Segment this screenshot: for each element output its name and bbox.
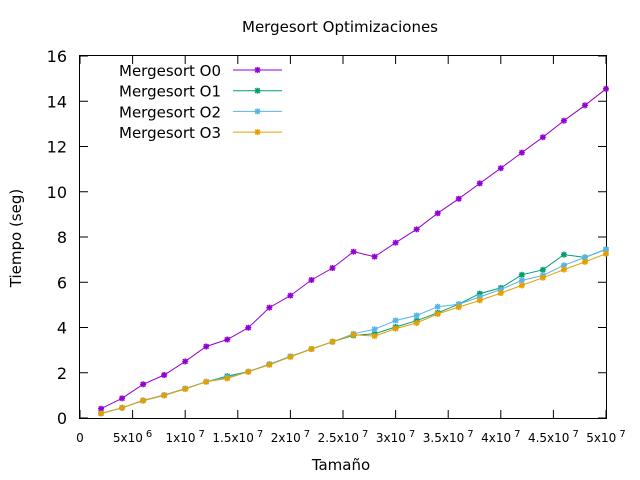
data-point: [518, 271, 525, 278]
data-point: [413, 319, 420, 326]
data-point: [560, 117, 567, 124]
data-point: [203, 378, 210, 385]
legend-swatch-marker: [254, 129, 261, 136]
x-tick-label: 3x10 7: [376, 429, 415, 445]
legend-label: Mergesort O3: [119, 124, 221, 142]
data-point: [434, 310, 441, 317]
series-0-group: [98, 85, 609, 412]
plot-frame: [79, 55, 607, 419]
data-point: [518, 282, 525, 289]
data-point: [560, 266, 567, 273]
series-3-group: [98, 250, 609, 417]
y-axis-label: Tiempo (seg): [7, 189, 25, 288]
data-point: [392, 317, 399, 324]
x-tick-label: 2x10 7: [271, 429, 310, 445]
data-point: [371, 326, 378, 333]
data-point: [455, 195, 462, 202]
data-point: [539, 266, 546, 273]
data-point: [581, 258, 588, 265]
x-tick-label: 3.5x10 7: [423, 429, 474, 445]
data-point: [245, 368, 252, 375]
x-axis-ticks: 0 5x10 6 1x10 7 1.5x10 7 2x10 7 2.5x10 7 3x10 7 3.5x1…: [76, 56, 626, 445]
x-tick-label: 5x10 7: [586, 429, 625, 445]
data-point: [392, 239, 399, 246]
data-point: [266, 304, 273, 311]
data-point: [518, 149, 525, 156]
data-point: [224, 375, 231, 382]
data-point: [603, 250, 609, 257]
data-point: [182, 358, 189, 365]
y-tick-label: 0: [57, 409, 67, 428]
data-point: [413, 312, 420, 319]
data-point: [392, 325, 399, 332]
legend-swatch-marker: [254, 67, 261, 73]
data-point: [161, 392, 168, 399]
legend-swatch-marker: [254, 87, 261, 94]
x-tick-label: 2.5x10 7: [318, 429, 369, 445]
y-tick-label: 2: [57, 364, 67, 383]
y-tick-label: 16: [47, 47, 67, 66]
data-point: [581, 102, 588, 109]
data-point: [476, 180, 483, 187]
data-point: [371, 253, 378, 260]
y-tick-label: 12: [47, 138, 67, 157]
data-point: [98, 405, 105, 412]
data-point: [497, 165, 504, 172]
data-point: [140, 397, 147, 404]
x-tick-label: 0: [76, 431, 84, 445]
data-point: [98, 410, 105, 417]
x-tick-label: 1x10 7: [166, 429, 205, 445]
data-point: [224, 336, 231, 343]
data-point: [329, 264, 336, 271]
y-tick-label: 10: [47, 183, 67, 202]
x-tick-label: 5x10 6: [113, 429, 152, 445]
x-axis-label: Tamaño: [311, 456, 370, 474]
data-point: [350, 248, 357, 255]
y-tick-label: 4: [57, 319, 67, 338]
legend: Mergesort O0 Mergesort O1 Mergesort O2 Merg…: [119, 62, 282, 142]
legend-label: Mergesort O0: [119, 62, 221, 80]
legend-label: Mergesort O1: [119, 83, 221, 101]
data-point: [329, 338, 336, 345]
data-point: [371, 333, 378, 340]
data-point: [119, 404, 126, 411]
data-point: [308, 276, 315, 283]
data-point: [560, 251, 567, 258]
data-point: [245, 324, 252, 331]
data-point: [350, 331, 357, 338]
data-point: [266, 361, 273, 368]
data-point: [497, 290, 504, 297]
data-point: [161, 372, 168, 379]
legend-swatch-marker: [254, 108, 261, 115]
data-point: [434, 303, 441, 310]
data-point: [413, 226, 420, 233]
data-point: [203, 343, 210, 350]
data-point: [182, 386, 189, 393]
data-point: [539, 134, 546, 141]
x-tick-label: 4.5x10 7: [528, 429, 579, 445]
series-layer: [98, 85, 609, 417]
data-point: [140, 381, 147, 388]
data-point: [287, 353, 294, 360]
data-point: [603, 85, 609, 92]
x-tick-label: 4x10 7: [481, 429, 520, 445]
data-point: [476, 297, 483, 304]
x-tick-label: 1.5x10 7: [212, 429, 263, 445]
data-point: [308, 345, 315, 352]
data-point: [455, 304, 462, 311]
legend-label: Mergesort O2: [119, 103, 221, 121]
y-tick-label: 6: [57, 273, 67, 292]
data-point: [434, 210, 441, 217]
data-point: [603, 246, 609, 253]
y-tick-label: 14: [47, 92, 67, 111]
y-tick-label: 8: [57, 228, 67, 247]
chart-title: Mergesort Optimizaciones: [242, 18, 438, 36]
data-point: [539, 274, 546, 281]
data-point: [119, 395, 126, 402]
data-point: [287, 292, 294, 299]
